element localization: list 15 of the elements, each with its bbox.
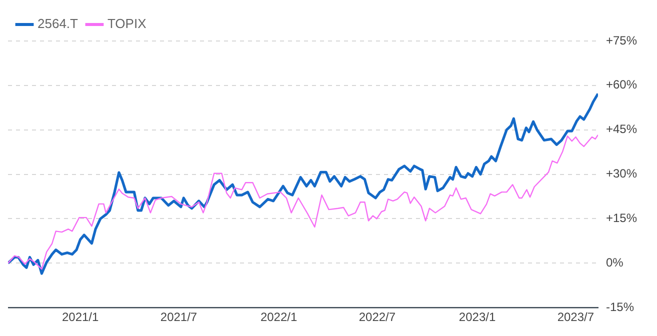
x-tick-label: 2021/1 xyxy=(62,310,99,324)
legend-label: 2564.T xyxy=(38,16,78,32)
y-tick-label: +75% xyxy=(606,33,638,48)
y-tick-label: -15% xyxy=(606,300,634,314)
x-tick-label: 2023/1 xyxy=(458,310,496,324)
x-tick-label: 2023/7 xyxy=(557,310,594,324)
x-tick-label: 2021/7 xyxy=(160,310,198,324)
x-tick-label: 2022/7 xyxy=(358,310,396,324)
y-tick-label: 0% xyxy=(606,255,624,270)
legend-label: TOPIX xyxy=(107,16,147,32)
y-tick-label: +15% xyxy=(606,211,638,226)
y-tick-label: +30% xyxy=(606,166,638,181)
y-tick-label: +45% xyxy=(606,122,638,136)
x-tick-label: 2022/1 xyxy=(260,310,298,324)
y-tick-label: +60% xyxy=(606,78,638,92)
